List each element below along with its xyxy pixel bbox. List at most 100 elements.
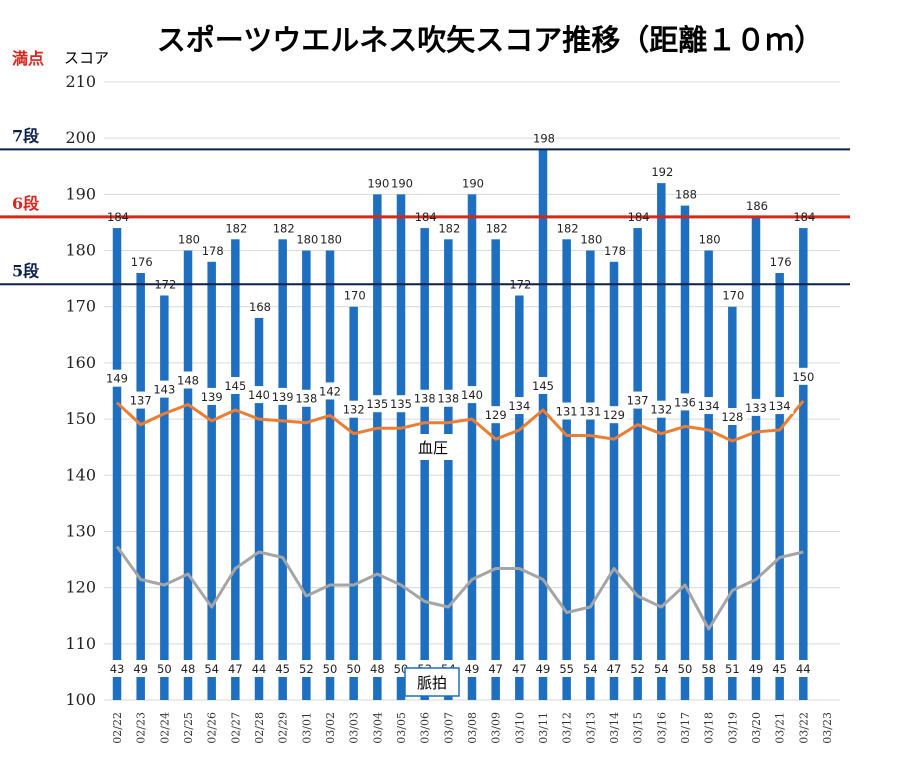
bp-value-label: 128 [721, 410, 743, 424]
pulse-value-label-bg [509, 660, 530, 677]
bar-value-label: 168 [249, 300, 271, 314]
bar-value-label: 190 [367, 176, 389, 190]
x-tick-label: 03/02 [324, 712, 337, 744]
x-tick-label: 03/11 [537, 712, 550, 744]
pulse-value-label-bg [154, 660, 175, 677]
pulse-value-label: 44 [796, 662, 811, 676]
x-tick-label: 03/15 [632, 712, 645, 744]
bp-value-label-bg [694, 397, 723, 415]
y-tick-label: 140 [65, 465, 96, 484]
bp-value-label: 139 [272, 390, 294, 404]
bp-value-label-bg [197, 387, 226, 405]
bp-value-label-bg [410, 389, 439, 407]
pulse-value-label-bg [343, 660, 364, 677]
bar [799, 228, 808, 700]
bar-value-label: 186 [746, 199, 768, 213]
bp-series-label-bg [408, 434, 458, 460]
bar [254, 317, 264, 700]
x-tick-label: 03/23 [821, 712, 834, 744]
bar [160, 295, 169, 700]
bp-value-label-bg [576, 402, 605, 420]
bp-value-label: 135 [390, 397, 412, 411]
bp-value-label: 138 [414, 392, 436, 406]
pulse-value-label-bg [319, 660, 341, 677]
pulse-value-label: 47 [488, 662, 503, 676]
pulse-value-label-bg [485, 660, 506, 677]
pulse-value-label: 48 [181, 662, 196, 676]
pulse-value-label: 47 [512, 662, 527, 676]
bp-value-label: 133 [745, 401, 767, 415]
x-tick-label: 03/07 [442, 712, 455, 744]
y-tick-label: 200 [65, 128, 96, 147]
bar [633, 228, 642, 700]
bp-value-label: 131 [556, 405, 578, 419]
y-tick-label: 160 [65, 353, 96, 372]
bp-value-label-bg [126, 391, 155, 409]
x-tick-label: 02/24 [158, 712, 171, 744]
pulse-value-label-bg [627, 660, 648, 677]
x-tick-label: 03/03 [348, 712, 361, 744]
x-tick-label: 03/17 [679, 712, 692, 744]
pulse-value-label: 50 [678, 662, 693, 676]
pulse-value-label-bg [603, 660, 625, 677]
pulse-value-label: 58 [701, 662, 716, 676]
bar-series [112, 149, 808, 701]
x-tick-label: 03/18 [703, 712, 716, 744]
x-tick-label: 03/04 [371, 712, 384, 744]
bp-value-label: 140 [248, 388, 270, 402]
pulse-value-label-bg [201, 660, 222, 677]
reference-line-label: 5段 [12, 261, 40, 280]
x-tick-label: 02/25 [182, 712, 195, 744]
y-tick-label: 170 [65, 297, 96, 316]
bp-value-label-bg [339, 400, 368, 418]
bar-value-label: 180 [699, 233, 721, 247]
pulse-value-label: 49 [465, 662, 480, 676]
pulse-value-label-bg [793, 660, 814, 677]
bp-value-label: 134 [698, 399, 720, 413]
pulse-value-label: 47 [228, 662, 243, 676]
bar [728, 306, 737, 700]
x-tick-label: 03/20 [750, 712, 763, 744]
chart-title: スポーツウエルネス吹矢スコア推移（距離１０ｍ） [157, 23, 823, 57]
x-tick-label: 02/22 [111, 712, 124, 744]
bar [680, 205, 690, 700]
x-tick-label: 02/26 [206, 712, 219, 744]
bar [349, 306, 358, 700]
bp-value-label: 132 [650, 403, 672, 417]
bp-value-label-bg [316, 382, 344, 400]
x-tick-label: 03/14 [608, 712, 621, 744]
bar-value-label: 184 [628, 210, 650, 224]
bar-value-label: 182 [557, 221, 579, 235]
bp-value-label-bg [600, 406, 628, 424]
x-tick-label: 03/10 [513, 712, 526, 744]
bar [775, 273, 784, 700]
pulse-value-label: 45 [772, 662, 787, 676]
pulse-value-label: 44 [252, 662, 267, 676]
bp-value-label: 129 [603, 408, 625, 422]
bp-value-label-bg [481, 406, 510, 424]
bar [325, 250, 335, 700]
pulse-value-label: 50 [323, 662, 338, 676]
pulse-value-label-bg [745, 660, 767, 677]
bar [562, 239, 571, 701]
bar [657, 183, 666, 701]
pulse-value-label: 54 [654, 662, 669, 676]
bar-value-label: 176 [770, 255, 792, 269]
bp-value-label: 138 [295, 392, 317, 406]
pulse-value-label: 52 [630, 662, 645, 676]
pulse-value-label-bg [177, 660, 199, 677]
bar-value-label: 170 [344, 289, 366, 303]
bp-value-label: 138 [437, 392, 459, 406]
bar-value-label: 180 [320, 233, 342, 247]
pulse-value-label: 50 [346, 662, 361, 676]
bp-value-label-bg [671, 393, 699, 411]
pulse-value-label-bg [248, 660, 270, 677]
bar-value-label: 178 [604, 244, 626, 258]
bp-value-label: 140 [461, 388, 483, 402]
pulse-value-label-bg [580, 660, 601, 677]
bar-value-label: 176 [131, 255, 153, 269]
reference-line-label: 7段 [12, 126, 40, 145]
bp-value-label-bg [505, 397, 534, 415]
bp-value-label-bg [529, 376, 557, 394]
